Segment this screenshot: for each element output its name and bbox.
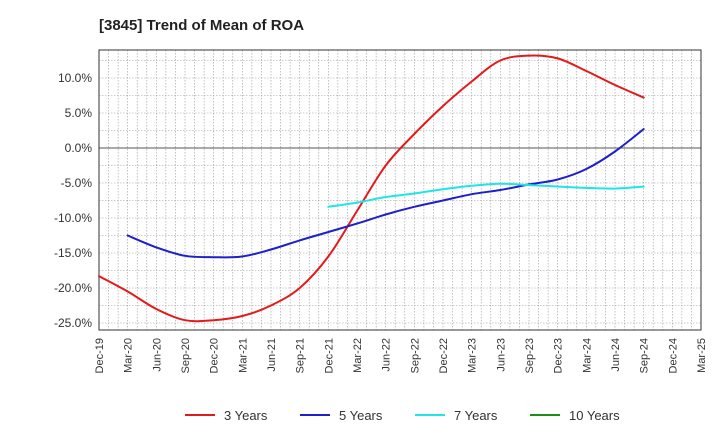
x-tick-label: Dec-24	[667, 338, 679, 373]
x-tick-label: Jun-20	[151, 338, 163, 372]
plot-area	[99, 50, 701, 330]
series-line-3-years	[98, 54, 645, 323]
y-tick-label: 5.0%	[65, 106, 93, 120]
y-tick-label: 0.0%	[65, 141, 93, 155]
plot-frame	[98, 49, 702, 331]
series-line-7-years	[327, 182, 645, 208]
x-tick-label: Mar-21	[237, 338, 249, 373]
y-tick-label: -20.0%	[54, 281, 92, 295]
x-tick-label: Mar-24	[581, 338, 593, 373]
y-tick-label: -5.0%	[61, 176, 93, 190]
x-tick-label: Dec-22	[438, 338, 450, 373]
x-tick-label: Sep-20	[180, 338, 192, 373]
x-tick-label: Jun-21	[266, 338, 278, 372]
x-tick-label: Sep-23	[524, 338, 536, 373]
chart-title: [3845] Trend of Mean of ROA	[99, 17, 304, 34]
x-tick-label: Sep-22	[409, 338, 421, 373]
legend-label-3-years: 3 Years	[224, 408, 268, 423]
x-tick-label: Jun-22	[381, 338, 393, 372]
x-tick-label: Mar-25	[696, 338, 708, 373]
x-tick-label: Dec-21	[323, 338, 335, 373]
legend-label-7-years: 7 Years	[454, 408, 498, 423]
x-tick-label: Dec-20	[209, 338, 221, 373]
x-tick-label: Jun-23	[495, 338, 507, 372]
y-tick-label: -10.0%	[54, 211, 92, 225]
legend-label-5-years: 5 Years	[339, 408, 383, 423]
x-tick-label: Dec-23	[553, 338, 565, 373]
x-tick-label: Mar-23	[467, 338, 479, 373]
x-tick-label: Sep-21	[295, 338, 307, 373]
x-tick-label: Mar-20	[123, 338, 135, 373]
x-tick-label: Mar-22	[352, 338, 364, 373]
y-tick-label: -15.0%	[54, 246, 92, 260]
series-line-5-years	[126, 128, 645, 259]
x-tick-label: Jun-24	[610, 338, 622, 372]
y-tick-label: -25.0%	[54, 316, 92, 330]
legend-label-10-years: 10 Years	[569, 408, 620, 423]
x-tick-label: Dec-19	[94, 338, 106, 373]
x-tick-label: Sep-24	[639, 338, 651, 373]
y-tick-label: 10.0%	[58, 71, 92, 85]
